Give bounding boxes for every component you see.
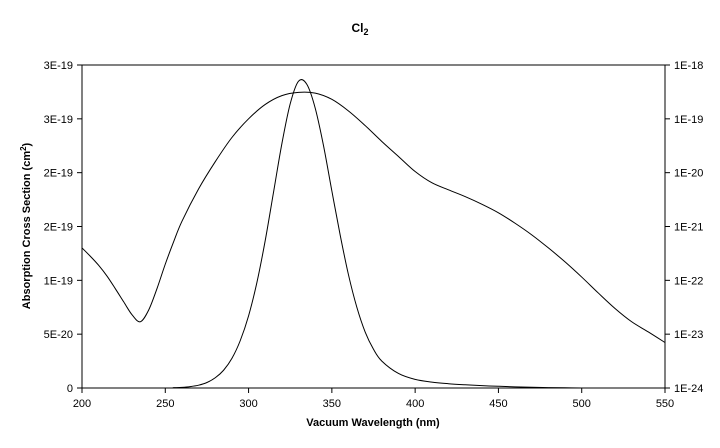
x-tick-label: 300 [239,398,257,410]
y-left-axis-title-superscript: 2 [19,146,28,151]
y-right-tick-label: 1E-24 [674,383,703,395]
y-right-tick-label: 1E-20 [674,168,703,180]
plot-area [81,64,666,389]
y-left-axis-title: Absorption Cross Section (cm2) [19,142,33,309]
y-right-tick-label: 1E-19 [674,114,703,126]
x-axis-title: Vacuum Wavelength (nm) [306,417,440,429]
x-tick-label: 200 [73,398,91,410]
x-tick-label: 550 [656,398,674,410]
y-right-tick-label: 1E-22 [674,275,703,287]
y-left-tick-label: 2E-19 [44,222,73,234]
series-line-linear-axis [81,79,582,389]
series-line-log-axis [81,91,666,343]
y-left-tick-label: 5E-20 [44,329,73,341]
y-right-tick-label: 1E-18 [674,60,703,72]
y-right-tick-label: 1E-21 [674,222,703,234]
y-left-tick-label: 0 [67,383,73,395]
y-left-tick-label: 1E-19 [44,275,73,287]
chart-title-main: Cl [351,21,363,35]
y-left-axis-title-suffix: ) [21,142,33,146]
y-left-axis-title-main: Absorption Cross Section (cm [21,151,33,310]
chart-title: Cl2 [351,21,368,37]
y-left-tick-label: 3E-19 [44,114,73,126]
series-lines [81,79,666,389]
chart-title-subscript: 2 [363,27,368,37]
x-axis-ticks: 200 250 300 350 400 450 500 550 [73,388,674,410]
x-tick-label: 350 [323,398,341,410]
x-tick-label: 250 [156,398,174,410]
y-right-tick-label: 1E-23 [674,329,703,341]
y-left-tick-label: 2E-19 [44,168,73,180]
x-tick-label: 450 [489,398,507,410]
x-tick-label: 500 [573,398,591,410]
y-left-tick-label: 3E-19 [44,60,73,72]
y-left-axis-ticks: 0 5E-20 1E-19 2E-19 2E-19 3E-19 3E-19 [44,60,82,395]
y-right-axis-ticks: 1E-24 1E-23 1E-22 1E-21 1E-20 1E-19 1E-18 [665,60,703,395]
x-tick-label: 400 [406,398,424,410]
